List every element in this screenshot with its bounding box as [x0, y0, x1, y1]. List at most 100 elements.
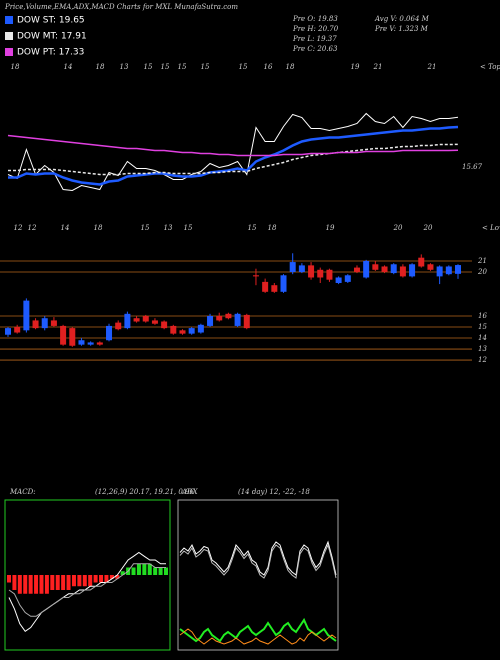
candle-body	[298, 265, 305, 272]
candle-body	[243, 314, 250, 329]
top-label: 16	[264, 63, 273, 71]
macd-bar	[28, 575, 33, 594]
low-label: 20	[423, 224, 433, 232]
macd-bar	[23, 575, 28, 594]
macd-bar	[158, 567, 163, 575]
ema-line	[8, 143, 459, 176]
macd-bar	[7, 575, 11, 583]
top-label: 21	[427, 63, 437, 71]
candle-body	[363, 260, 370, 278]
adx-line	[179, 617, 337, 643]
candle-body	[381, 266, 388, 272]
y-tick-label: 21	[477, 257, 487, 265]
low-label: 12	[28, 224, 37, 232]
candle-body	[372, 264, 379, 270]
candle-body	[308, 265, 315, 278]
legend-swatch	[5, 32, 13, 40]
top-label: 18	[96, 63, 105, 71]
adx-subtitle: (14 day) 12, -22, -18	[238, 488, 310, 496]
top-label: 18	[286, 63, 295, 71]
candle-body	[207, 316, 214, 326]
candle-body	[409, 264, 416, 277]
candle-body	[197, 324, 204, 333]
macd-bar	[120, 571, 125, 575]
candle-body	[427, 264, 434, 270]
macd-bar	[131, 567, 136, 575]
macd-bar	[44, 575, 49, 594]
macd-bar	[153, 567, 158, 575]
low-label: 15	[184, 224, 193, 232]
candle-body	[124, 313, 131, 329]
y-tick-label: 15.67	[462, 163, 483, 171]
macd-bar	[142, 563, 147, 575]
low-label: 13	[164, 224, 173, 232]
volume-info: Avg V: 0.064 M	[374, 15, 430, 23]
candle-body	[96, 342, 103, 345]
low-label: 14	[61, 224, 70, 232]
y-tick-label: 16	[478, 312, 487, 320]
candle-body	[161, 321, 168, 329]
low-label: 15	[141, 224, 150, 232]
adx-panel	[177, 499, 339, 651]
macd-bar	[50, 575, 55, 590]
legend-swatch	[5, 16, 13, 24]
ema-line	[8, 125, 459, 186]
top-label: 15	[178, 63, 187, 71]
y-tick-label: 14	[478, 334, 487, 342]
low-label: 15	[248, 224, 257, 232]
candle-body	[142, 316, 149, 322]
candle-body	[23, 300, 30, 331]
candle-body	[399, 266, 406, 277]
top-label: 21	[373, 63, 383, 71]
lows-label: < Lows	[482, 224, 500, 232]
candle-body	[14, 327, 21, 333]
low-label: 18	[268, 224, 277, 232]
candle-body	[335, 277, 342, 283]
macd-bar	[12, 575, 17, 590]
candle-body	[289, 262, 296, 272]
legend-label: DOW ST: 19.65	[17, 16, 85, 26]
candle-body	[5, 328, 11, 335]
candle-body	[455, 265, 461, 274]
macd-subtitle: (12,26,9) 20.17, 19.21, 0.96	[95, 488, 195, 496]
info-text: Pre H: 20.70	[292, 25, 339, 33]
ema-line	[7, 134, 459, 157]
candle-body	[390, 264, 397, 274]
y-tick-label: 20	[477, 268, 487, 276]
candle-body	[445, 266, 452, 275]
candle-body	[225, 313, 232, 319]
candle-body	[115, 322, 122, 330]
y-tick-label: 13	[478, 345, 487, 353]
adx-title: ADX	[181, 488, 199, 496]
macd-line	[8, 551, 166, 632]
candle-body	[170, 325, 177, 334]
macd-bar	[99, 575, 104, 583]
candle-body	[188, 328, 195, 334]
macd-line	[8, 563, 166, 617]
candle-body	[69, 328, 76, 346]
candle-body	[60, 325, 67, 345]
top-label: 15	[144, 63, 153, 71]
legend-swatch	[5, 48, 13, 56]
macd-bar	[39, 575, 44, 594]
macd-bar	[93, 575, 98, 583]
macd-bar	[66, 575, 71, 590]
info-text: Pre C: 20.63	[292, 45, 338, 53]
macd-bar	[82, 575, 87, 587]
tops-label: < Tops	[480, 63, 500, 71]
macd-bar	[17, 575, 22, 594]
candle-body	[436, 266, 443, 277]
macd-bar	[147, 563, 152, 575]
top-label: 14	[64, 63, 73, 71]
macd-bar	[164, 567, 168, 575]
candle-body	[271, 285, 278, 292]
top-label: 18	[11, 63, 20, 71]
top-label: 19	[351, 63, 360, 71]
top-label: 15	[201, 63, 210, 71]
adx-line	[179, 543, 337, 579]
candle-body	[262, 281, 269, 292]
macd-bar	[136, 563, 141, 575]
chart-title: Price,Volume,EMA,ADX,MACD Charts for MXL…	[4, 3, 238, 11]
adx-line	[179, 628, 337, 645]
candle-body	[234, 313, 241, 326]
